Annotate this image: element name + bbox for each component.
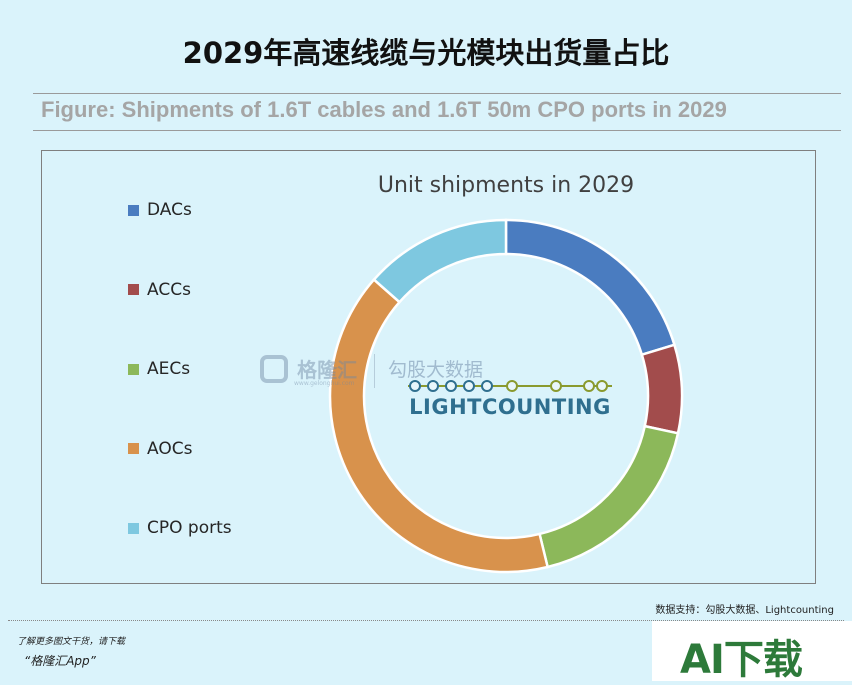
legend-item: AECs <box>128 359 190 379</box>
ai-download-text: AI下载 <box>680 637 803 683</box>
legend-item: ACCs <box>128 280 191 300</box>
caption-top-rule <box>33 93 841 94</box>
legend-item: CPO ports <box>128 518 232 538</box>
legend-label: AECs <box>147 359 191 379</box>
legend-swatch <box>128 522 139 534</box>
page-title: 2029年高速线缆与光模块出货量占比 <box>182 36 670 70</box>
legend-swatch <box>128 204 139 216</box>
legend-swatch <box>128 284 139 295</box>
figure-caption: Figure: Shipments of 1.6T cables and 1.6… <box>41 97 727 122</box>
legend-swatch <box>128 443 139 454</box>
gelonghui-url: www.gelonghui.com <box>294 380 355 387</box>
legend-label: CPO ports <box>147 518 232 538</box>
legend-label: ACCs <box>147 279 191 300</box>
legend-item: AOCs <box>128 439 192 459</box>
promo-app-name: “格隆汇App” <box>24 654 96 668</box>
gelonghui-text: 格隆汇 <box>297 358 358 382</box>
gelonghui-logo-icon <box>260 354 288 383</box>
caption-bottom-rule <box>33 130 841 131</box>
gougu-watermark: 勾股大数据 <box>388 359 484 381</box>
gelonghui-watermark: 格隆汇 www.gelonghui.com <box>260 354 358 387</box>
legend-item: DACs <box>128 200 192 220</box>
ai-download-badge[interactable]: AI下载 <box>652 621 852 683</box>
legend-label: AOCs <box>147 438 193 459</box>
footer-divider <box>8 620 844 621</box>
source-note: 数据支持：勾股大数据、Lightcounting <box>655 605 834 616</box>
legend-swatch <box>128 363 139 375</box>
promo-text: 了解更多图文干货，请下载 <box>17 637 126 647</box>
legend-label: DACs <box>147 200 192 220</box>
watermark-divider <box>374 354 375 388</box>
